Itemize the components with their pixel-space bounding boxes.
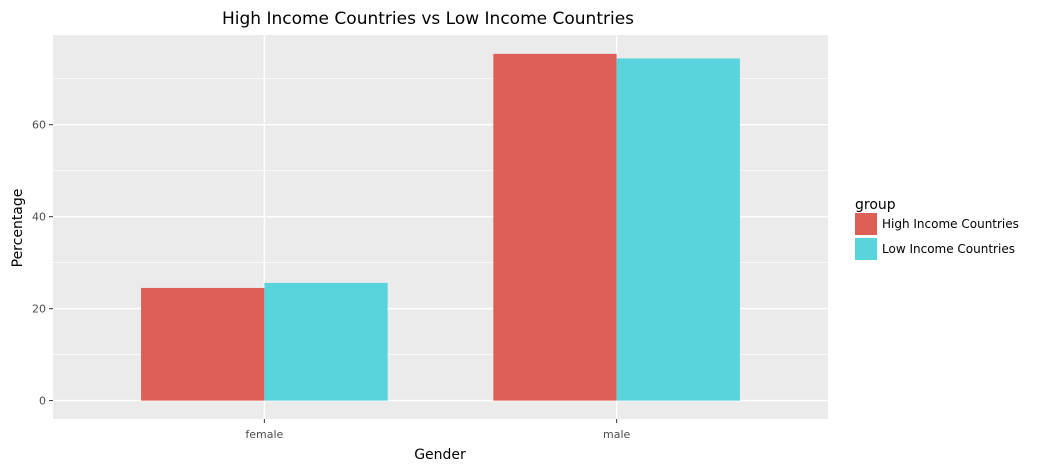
- y-axis-title: Percentage: [10, 189, 26, 268]
- legend-label: High Income Countries: [882, 217, 1019, 231]
- y-axis-ticks: 0 20 40 60: [32, 119, 53, 408]
- bar-high-income-countries-male: [493, 53, 617, 401]
- bar-low-income-countries-male: [616, 58, 740, 401]
- chart-title: High Income Countries vs Low Income Coun…: [222, 9, 634, 29]
- legend-key-high-income-countries: [855, 213, 877, 235]
- legend-key-low-income-countries: [855, 238, 877, 260]
- x-axis-title: Gender: [414, 447, 466, 463]
- legend-title: group: [855, 197, 896, 213]
- x-axis-ticks: female male: [245, 419, 631, 441]
- bar-low-income-countries-female: [264, 282, 388, 401]
- legend-label: Low Income Countries: [882, 242, 1015, 256]
- y-tick-label: 60: [32, 119, 46, 132]
- x-tick-label: male: [603, 428, 631, 441]
- y-tick-label: 0: [39, 395, 46, 408]
- y-tick-label: 40: [32, 211, 46, 224]
- legend: group High Income Countries Low Income Co…: [855, 197, 1019, 260]
- y-tick-label: 20: [32, 303, 46, 316]
- x-tick-label: female: [245, 428, 283, 441]
- bars: [141, 53, 740, 401]
- bar-high-income-countries-female: [141, 287, 265, 401]
